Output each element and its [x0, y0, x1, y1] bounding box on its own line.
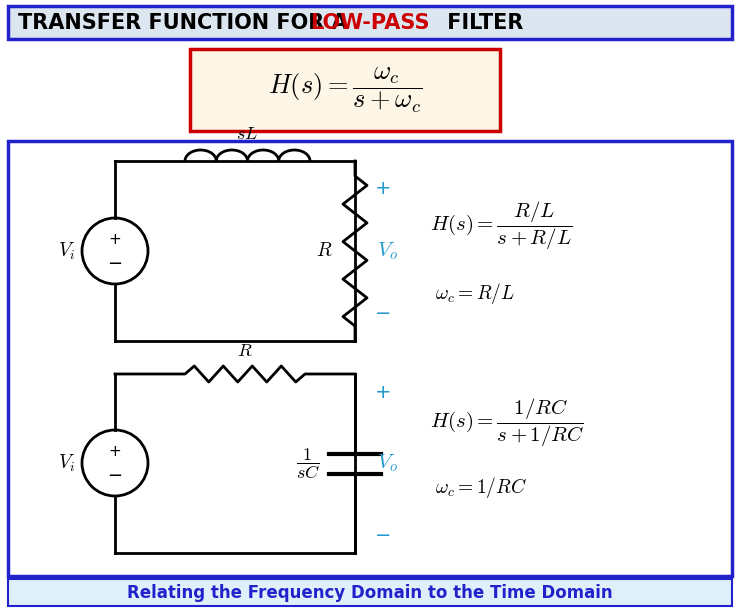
Text: −: −: [107, 255, 123, 273]
Text: +: +: [109, 233, 121, 247]
FancyBboxPatch shape: [8, 6, 732, 39]
Text: TRANSFER FUNCTION FOR A: TRANSFER FUNCTION FOR A: [18, 13, 355, 33]
Text: $V_i$: $V_i$: [58, 452, 75, 474]
Text: +: +: [375, 180, 391, 199]
Text: $sL$: $sL$: [237, 125, 258, 143]
Text: $\dfrac{1}{sC}$: $\dfrac{1}{sC}$: [296, 446, 320, 481]
Text: $V_o$: $V_o$: [377, 240, 398, 262]
Text: $H(s) = \dfrac{1/RC}{s + 1/RC}$: $H(s) = \dfrac{1/RC}{s + 1/RC}$: [430, 397, 585, 449]
Text: $R$: $R$: [237, 342, 253, 360]
Text: $V_i$: $V_i$: [58, 240, 75, 262]
Text: $\omega_c = 1/RC$: $\omega_c = 1/RC$: [435, 475, 527, 500]
Text: FILTER: FILTER: [440, 13, 523, 33]
Text: +: +: [109, 444, 121, 459]
Text: $H(s) = \dfrac{\omega_c}{s + \omega_c}$: $H(s) = \dfrac{\omega_c}{s + \omega_c}$: [268, 65, 423, 115]
Text: $\omega_c = R/L$: $\omega_c = R/L$: [435, 280, 515, 306]
Text: $H(s) = \dfrac{R/L}{s + R/L}$: $H(s) = \dfrac{R/L}{s + R/L}$: [430, 200, 572, 252]
Text: −: −: [107, 467, 123, 485]
Text: $R$: $R$: [317, 241, 333, 260]
Text: Relating the Frequency Domain to the Time Domain: Relating the Frequency Domain to the Tim…: [127, 584, 613, 602]
FancyBboxPatch shape: [8, 141, 732, 576]
Text: −: −: [375, 304, 391, 323]
Text: −: −: [375, 525, 391, 544]
Text: LOW-PASS: LOW-PASS: [310, 13, 429, 33]
Text: $V_o$: $V_o$: [377, 453, 398, 474]
FancyBboxPatch shape: [8, 579, 732, 606]
FancyBboxPatch shape: [190, 49, 500, 131]
Text: +: +: [375, 382, 391, 401]
